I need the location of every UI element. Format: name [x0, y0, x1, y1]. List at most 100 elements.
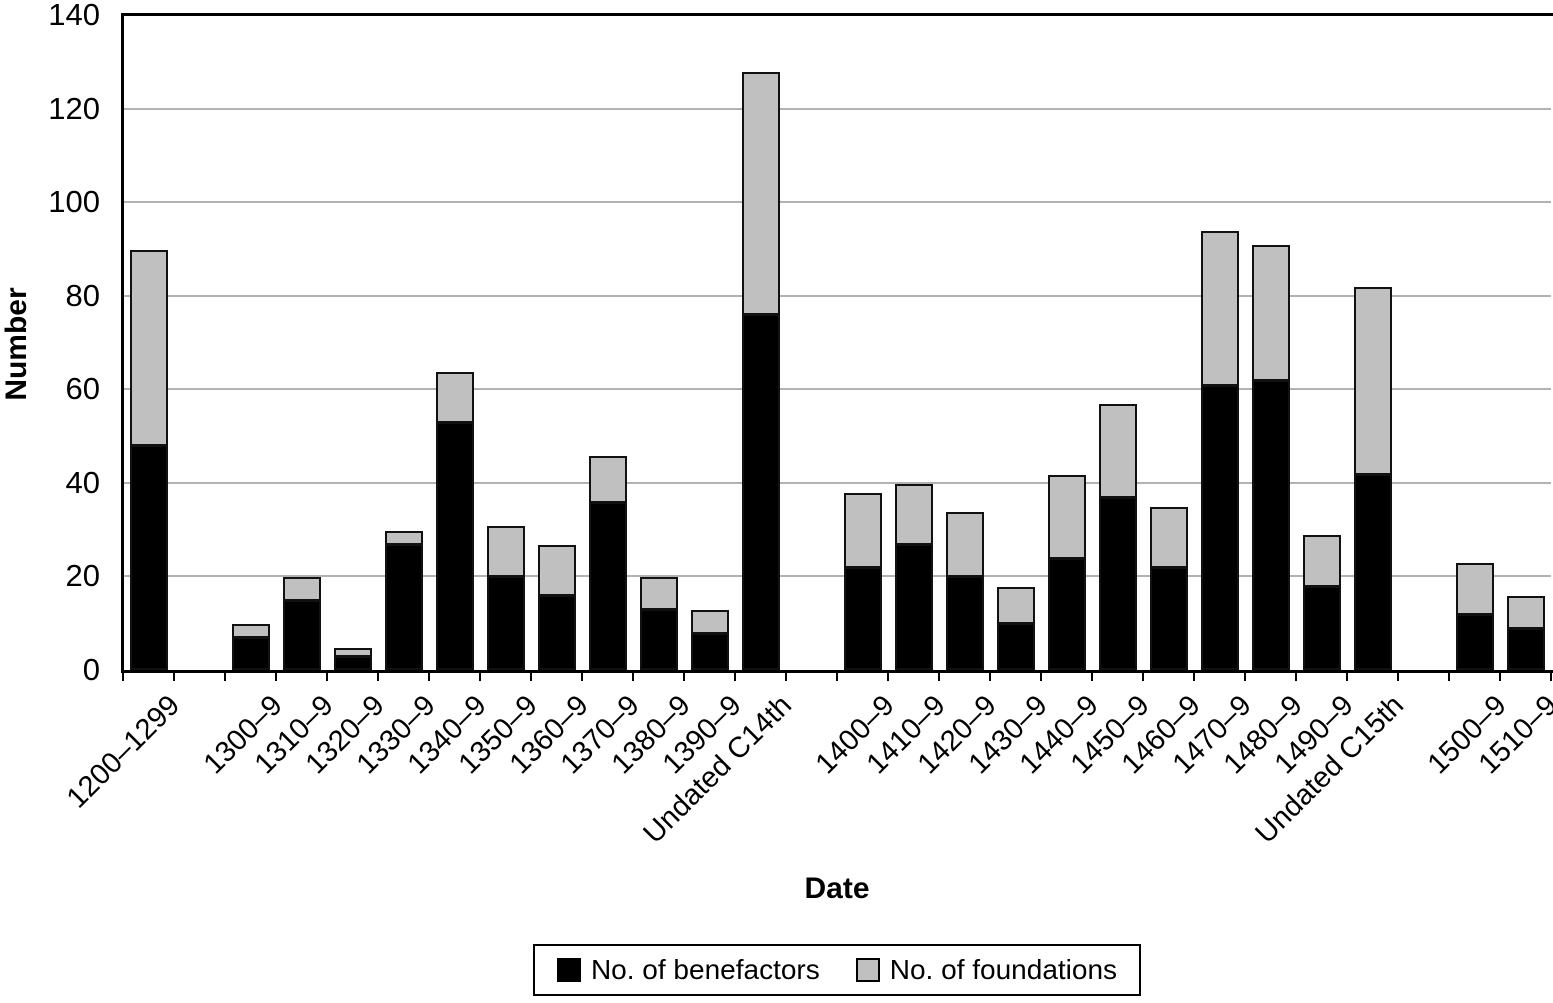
bar-segment-benefactors	[486, 576, 525, 670]
x-axis-tick-mark	[734, 673, 736, 681]
bar-segment-benefactors	[384, 543, 423, 670]
x-axis-tick-mark	[1142, 673, 1144, 681]
bar-segment-benefactors	[588, 501, 627, 670]
x-axis-tick-mark	[887, 673, 889, 681]
x-axis-tick-mark	[173, 673, 175, 681]
bar-segment-benefactors	[1506, 627, 1545, 670]
x-axis-tick-mark	[989, 673, 991, 681]
x-axis-tick-mark	[1091, 673, 1093, 681]
legend: No. of benefactors No. of foundations	[123, 944, 1551, 996]
bar-segment-foundations	[843, 493, 882, 569]
bar-segment-benefactors	[639, 609, 678, 670]
legend-label-foundations: No. of foundations	[889, 954, 1118, 985]
bar-segment-foundations	[639, 577, 678, 611]
x-axis-tick-mark	[224, 673, 226, 681]
x-axis-tick-mark	[785, 673, 787, 681]
gridline	[123, 575, 1551, 578]
bar-segment-foundations	[435, 371, 474, 424]
bar-segment-foundations	[690, 610, 729, 634]
legend-swatch-benefactors-icon	[556, 958, 581, 982]
bar-segment-foundations	[333, 647, 372, 657]
bar-segment-foundations	[231, 624, 270, 639]
bar-segment-benefactors	[1251, 379, 1290, 670]
bar-segment-benefactors	[435, 422, 474, 670]
x-axis-tick-mark	[428, 673, 430, 681]
x-axis-tick-mark	[275, 673, 277, 681]
x-axis-tick-mark	[122, 673, 124, 681]
bar-segment-foundations	[486, 525, 525, 578]
bar-segment-foundations	[537, 544, 576, 597]
bar-segment-foundations	[945, 511, 984, 578]
bar-segment-foundations	[1455, 563, 1494, 615]
bar-segment-benefactors	[333, 655, 372, 670]
bar-segment-benefactors	[1302, 585, 1341, 670]
x-axis-tick-mark	[581, 673, 583, 681]
x-axis-tick-mark	[1193, 673, 1195, 681]
y-tick-label: 140	[48, 0, 100, 32]
bar-segment-benefactors	[1047, 557, 1086, 670]
gridline	[123, 201, 1551, 204]
x-axis-line	[121, 670, 1553, 673]
bar-segment-benefactors	[1098, 496, 1137, 670]
bar-segment-foundations	[282, 577, 321, 601]
x-axis-tick-mark	[938, 673, 940, 681]
x-axis-tick-mark	[1448, 673, 1450, 681]
bar-segment-foundations	[1251, 245, 1290, 381]
x-axis-tick-mark	[1295, 673, 1297, 681]
x-axis-ticks	[122, 673, 1552, 682]
y-tick-label: 100	[48, 184, 100, 220]
x-axis-tick-mark	[479, 673, 481, 681]
gridline	[123, 388, 1551, 391]
x-axis-tick-mark	[836, 673, 838, 681]
x-axis-tick-mark	[632, 673, 634, 681]
y-axis-ticks: 0 20 40 60 80 100 120 140	[0, 0, 112, 687]
bar-segment-foundations	[894, 483, 933, 545]
x-axis-tick-mark	[1550, 673, 1552, 681]
plot-top-border	[121, 13, 1553, 16]
x-axis-labels: 1200–1299 1300–9 1310–9 1320–9 1330–9 1340–9 1…	[61, 676, 1553, 871]
x-axis-tick-mark	[1040, 673, 1042, 681]
legend-item-benefactors: No. of benefactors	[556, 954, 820, 986]
bar-segment-foundations	[1353, 287, 1392, 475]
x-axis-tick-mark	[683, 673, 685, 681]
gridline	[123, 107, 1551, 110]
x-axis-tick-mark	[326, 673, 328, 681]
bar-segment-benefactors	[1353, 473, 1392, 670]
legend-label-benefactors: No. of benefactors	[590, 954, 820, 985]
bar-segment-benefactors	[945, 576, 984, 670]
y-tick-label: 20	[65, 558, 100, 594]
bar-segment-foundations	[1506, 596, 1545, 629]
bar-segment-benefactors	[690, 632, 729, 670]
bar-segment-benefactors	[741, 314, 780, 670]
x-axis-tick-mark	[1346, 673, 1348, 681]
bar-segment-foundations	[1149, 507, 1188, 569]
bar-segment-foundations	[1200, 231, 1239, 386]
y-tick-label: 120	[48, 90, 100, 126]
bar-segment-foundations	[588, 455, 627, 503]
bar-segment-foundations	[1098, 404, 1137, 498]
bar-segment-foundations	[1302, 535, 1341, 587]
bar-segment-benefactors	[231, 637, 270, 670]
bar-segment-benefactors	[996, 623, 1035, 670]
bar-segment-benefactors	[129, 445, 168, 670]
x-axis-tick-mark	[530, 673, 532, 681]
bar-segment-benefactors	[1149, 567, 1188, 670]
bar-segment-benefactors	[537, 595, 576, 670]
bar-segment-foundations	[741, 72, 780, 316]
y-axis-line	[121, 13, 124, 673]
bar-segment-foundations	[384, 530, 423, 545]
bar-segment-benefactors	[843, 567, 882, 670]
x-axis-tick-mark	[1499, 673, 1501, 681]
gridline	[123, 481, 1551, 484]
plot-area	[123, 15, 1551, 670]
bar-segment-benefactors	[1200, 384, 1239, 670]
bar-segment-foundations	[129, 249, 168, 447]
legend-swatch-foundations-icon	[855, 958, 880, 982]
bar-segment-benefactors	[1455, 613, 1494, 670]
legend-item-foundations: No. of foundations	[855, 954, 1118, 986]
x-tick-label: 1200–1299	[61, 689, 187, 815]
bar-segment-benefactors	[894, 543, 933, 670]
y-tick-label: 0	[82, 652, 100, 687]
y-tick-label: 40	[65, 464, 100, 500]
gridline	[123, 294, 1551, 297]
